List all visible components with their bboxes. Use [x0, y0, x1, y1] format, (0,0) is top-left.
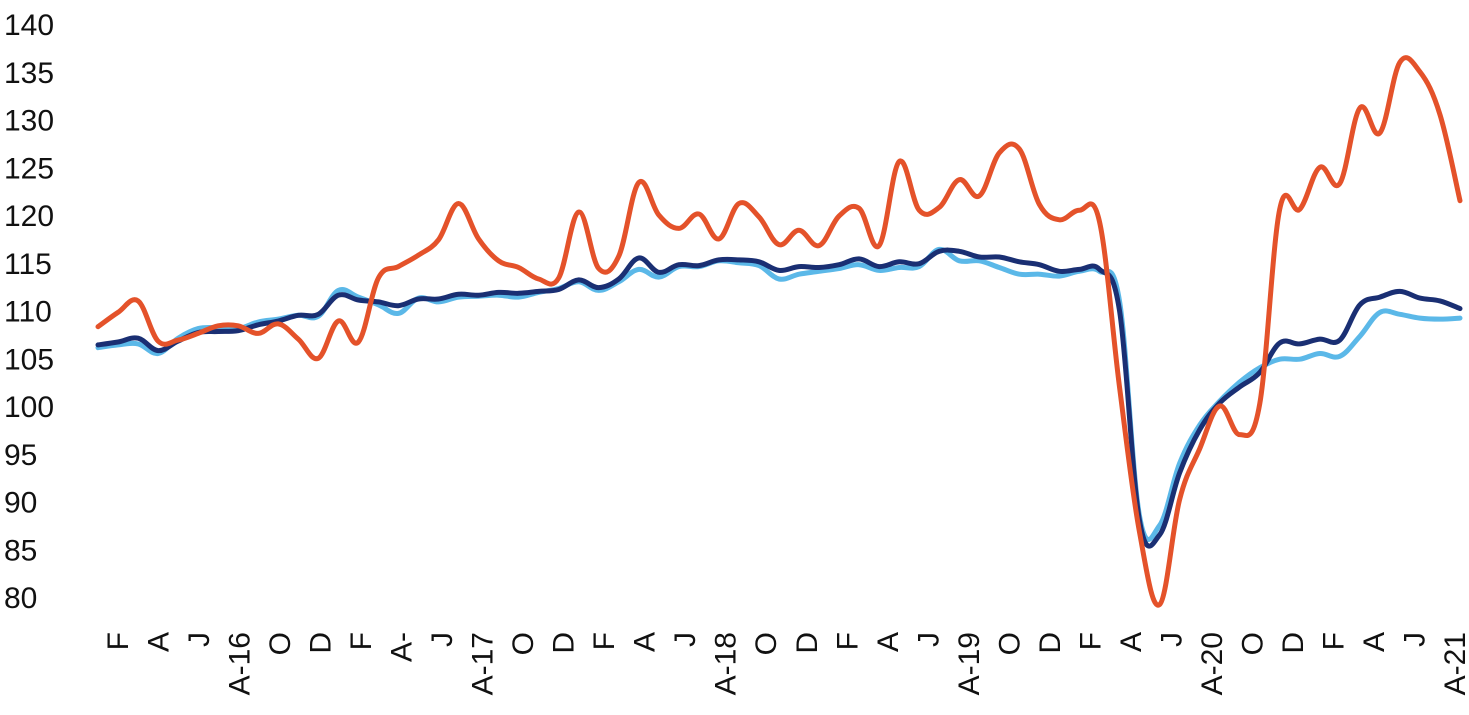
- x-tick-label: J: [183, 632, 216, 647]
- x-tick-label: O: [993, 632, 1026, 655]
- x-tick-label: A-16: [224, 632, 257, 695]
- x-tick-label: A-: [386, 632, 419, 662]
- x-tick-label: A: [629, 632, 662, 652]
- series-line-1: [95, 55, 1463, 608]
- series-line-3: [95, 246, 1463, 543]
- x-tick-label: J: [912, 632, 945, 647]
- x-tick-label: J: [669, 632, 702, 647]
- x-tick-label: D: [1277, 632, 1310, 654]
- x-tick-label: O: [507, 632, 540, 655]
- x-tick-label: A-17: [467, 632, 500, 695]
- x-tick-label: A-19: [953, 632, 986, 695]
- x-tick-label: O: [1236, 632, 1269, 655]
- y-axis: 80 85 90 95 100 105 110 115 120 125 130 135 140: [4, 9, 54, 615]
- y-tick-label: 100: [4, 391, 54, 424]
- plot-area: [95, 55, 1463, 608]
- x-tick-label: D: [791, 632, 824, 654]
- x-tick-label: A-21: [1439, 632, 1469, 695]
- y-tick-label: 115: [4, 248, 52, 281]
- y-tick-label: 120: [4, 200, 54, 233]
- y-tick-label: 110: [4, 296, 52, 329]
- x-tick-label: F: [345, 632, 378, 650]
- x-tick-label: D: [548, 632, 581, 654]
- x-tick-label: F: [102, 632, 135, 650]
- y-tick-label: 80: [4, 582, 37, 615]
- x-tick-label: F: [1317, 632, 1350, 650]
- x-tick-label: A-20: [1196, 632, 1229, 695]
- x-tick-label: O: [750, 632, 783, 655]
- x-tick-label: A: [1358, 632, 1391, 652]
- x-tick-label: A: [872, 632, 905, 652]
- y-tick-label: 85: [4, 534, 37, 567]
- x-tick-label: D: [305, 632, 338, 654]
- x-tick-label: F: [588, 632, 621, 650]
- y-tick-label: 135: [4, 57, 54, 90]
- x-tick-label: A: [1115, 632, 1148, 652]
- series-line-2: [95, 247, 1463, 549]
- x-tick-label: J: [1155, 632, 1188, 647]
- x-tick-label: F: [831, 632, 864, 650]
- y-tick-label: 130: [4, 105, 54, 138]
- y-tick-label: 125: [4, 152, 54, 185]
- x-tick-label: D: [1034, 632, 1067, 654]
- x-tick-label: F: [1074, 632, 1107, 650]
- x-axis: F A J A-16 O D F A- J A-17 O D F A J A-18 O D F A J A-19 O D F A J…: [102, 632, 1469, 695]
- x-tick-label: A: [143, 632, 176, 652]
- y-tick-label: 140: [4, 9, 54, 42]
- x-tick-label: O: [264, 632, 297, 655]
- x-tick-label: J: [426, 632, 459, 647]
- y-tick-label: 90: [4, 487, 37, 520]
- x-tick-label: A-18: [710, 632, 743, 695]
- x-tick-label: J: [1398, 632, 1431, 647]
- y-tick-label: 95: [4, 439, 37, 472]
- y-tick-label: 105: [4, 343, 54, 376]
